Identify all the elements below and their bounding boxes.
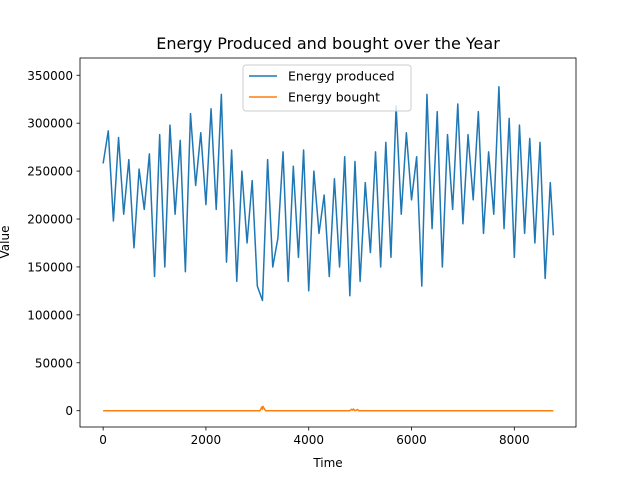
y-tick-label: 350000 bbox=[27, 69, 73, 83]
axis-ticks: 0 2000 4000 6000 8000 0 50000 100000 150000 20000… bbox=[27, 69, 529, 447]
series-line-energy-bought bbox=[103, 405, 554, 412]
plot-area-frame bbox=[79, 57, 577, 428]
y-tick-label: 200000 bbox=[27, 213, 73, 227]
legend: Energy produced Energy bought bbox=[242, 64, 412, 112]
x-tick-label: 6000 bbox=[396, 433, 427, 447]
y-tick-label: 0 bbox=[65, 404, 73, 418]
y-tick-label: 100000 bbox=[27, 308, 73, 322]
chart-title: Energy Produced and bought over the Year bbox=[156, 34, 500, 53]
y-tick-label: 150000 bbox=[27, 260, 73, 274]
legend-label-energy-bought: Energy bought bbox=[288, 90, 380, 105]
x-tick-label: 4000 bbox=[293, 433, 324, 447]
x-axis-label: Time bbox=[312, 456, 342, 470]
x-tick-label: 2000 bbox=[191, 433, 222, 447]
legend-label-energy-produced: Energy produced bbox=[288, 69, 395, 84]
y-tick-label: 50000 bbox=[35, 356, 73, 370]
y-tick-label: 250000 bbox=[27, 165, 73, 179]
y-tick-label: 300000 bbox=[27, 117, 73, 131]
series-line-energy-produced bbox=[102, 86, 555, 302]
x-tick-label: 8000 bbox=[499, 433, 530, 447]
legend-box bbox=[242, 64, 412, 112]
y-axis-label: Value bbox=[0, 226, 12, 259]
x-tick-label: 0 bbox=[99, 433, 107, 447]
plot-series bbox=[102, 86, 555, 412]
